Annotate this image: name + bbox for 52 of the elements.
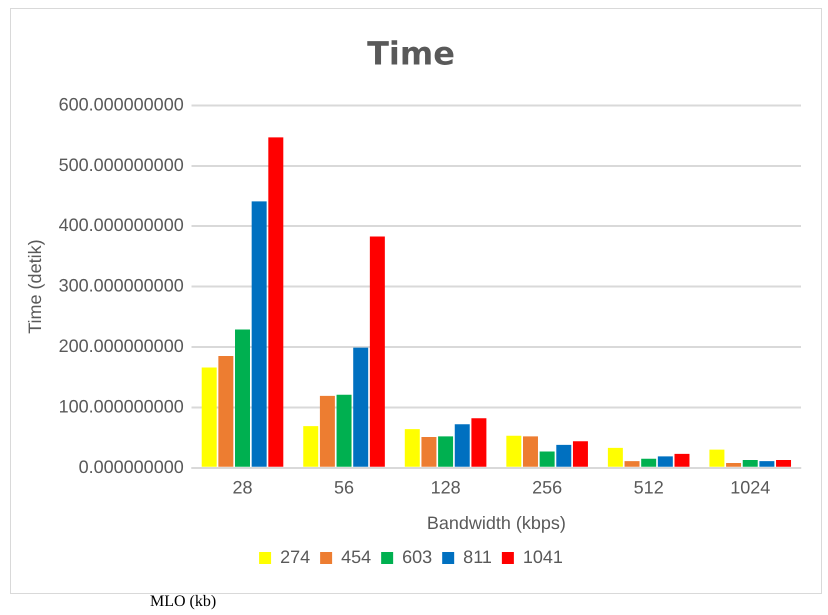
y-tick-label: 200.000000000 <box>58 336 184 356</box>
bar <box>252 201 267 467</box>
x-tick-label: 56 <box>334 478 354 498</box>
bar <box>202 368 217 467</box>
bar <box>742 460 758 467</box>
bar <box>438 436 454 467</box>
bar <box>268 137 284 467</box>
bar <box>218 356 234 467</box>
x-axis-title: Bandwidth (kbps) <box>426 513 566 534</box>
bar <box>454 424 470 467</box>
y-tick-label: 600.000000000 <box>58 94 184 114</box>
y-axis-title: Time (detik) <box>24 239 45 334</box>
bar <box>641 458 656 467</box>
bar <box>709 450 724 467</box>
legend-label: 454 <box>341 546 372 567</box>
chart-title: Time <box>367 34 455 73</box>
bar <box>776 460 792 467</box>
bar <box>421 436 436 467</box>
x-tick-label: 256 <box>532 478 562 498</box>
bar <box>608 448 623 467</box>
y-tick-label: 100.000000000 <box>58 396 184 416</box>
bar <box>336 394 352 467</box>
bar <box>522 436 538 467</box>
legend-label: 274 <box>280 546 310 567</box>
bar <box>370 236 385 467</box>
bar <box>759 461 774 467</box>
bar <box>658 456 673 467</box>
bar <box>624 461 640 467</box>
legend-label: 1041 <box>522 546 563 567</box>
bar <box>471 418 486 467</box>
y-tick-label: 300.000000000 <box>58 276 184 296</box>
bar <box>404 429 420 467</box>
x-tick-label: 28 <box>232 478 253 498</box>
y-tick-label: 400.000000000 <box>58 215 184 236</box>
bar <box>320 396 335 467</box>
x-tick-label: 1024 <box>730 478 770 498</box>
legend-label: 603 <box>402 546 432 567</box>
bar <box>506 436 522 467</box>
bar <box>303 426 318 467</box>
y-tick-label: 500.000000000 <box>58 154 184 175</box>
bar <box>726 462 742 467</box>
x-tick-label: 128 <box>430 478 461 498</box>
y-tick-label: 0.000000000 <box>78 456 184 477</box>
bar <box>556 444 572 467</box>
bar <box>674 454 690 467</box>
bar <box>235 329 250 467</box>
x-tick-label: 512 <box>634 478 664 498</box>
legend-label: 811 <box>463 546 492 567</box>
bar <box>353 348 368 467</box>
bar <box>540 451 555 467</box>
bar <box>572 441 588 467</box>
text: MLO (kb) <box>150 593 216 611</box>
